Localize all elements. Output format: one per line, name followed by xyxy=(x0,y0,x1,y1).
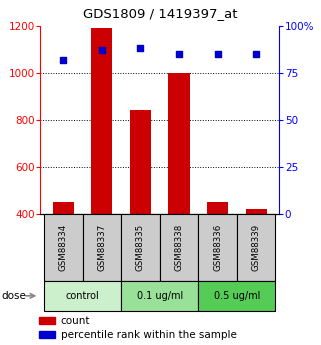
Point xyxy=(99,48,104,53)
Text: GSM88339: GSM88339 xyxy=(252,224,261,271)
Bar xyxy=(44,281,121,310)
Bar xyxy=(198,281,275,310)
Point xyxy=(254,51,259,57)
Text: GSM88334: GSM88334 xyxy=(59,224,68,271)
Bar xyxy=(91,28,112,214)
Bar xyxy=(160,214,198,281)
Text: dose: dose xyxy=(2,291,26,301)
Bar xyxy=(39,317,55,324)
Bar xyxy=(121,281,198,310)
Text: GSM88335: GSM88335 xyxy=(136,224,145,271)
Point xyxy=(177,51,182,57)
Bar xyxy=(44,214,82,281)
Text: control: control xyxy=(66,291,100,301)
Text: 0.1 ug/ml: 0.1 ug/ml xyxy=(136,291,183,301)
Bar xyxy=(82,214,121,281)
Text: GSM88338: GSM88338 xyxy=(175,224,184,271)
Bar xyxy=(246,209,267,214)
Bar xyxy=(207,202,228,214)
Text: 0.5 ug/ml: 0.5 ug/ml xyxy=(214,291,260,301)
Point xyxy=(138,46,143,51)
Point xyxy=(61,57,66,62)
Text: GSM88337: GSM88337 xyxy=(97,224,106,271)
Bar xyxy=(198,214,237,281)
Bar xyxy=(169,73,190,214)
Text: percentile rank within the sample: percentile rank within the sample xyxy=(61,330,237,340)
Bar xyxy=(121,214,160,281)
Point xyxy=(215,51,220,57)
Text: GDS1809 / 1419397_at: GDS1809 / 1419397_at xyxy=(83,7,238,20)
Text: GSM88336: GSM88336 xyxy=(213,224,222,271)
Bar xyxy=(130,110,151,214)
Bar xyxy=(53,202,74,214)
Bar xyxy=(237,214,275,281)
Text: count: count xyxy=(61,316,90,326)
Bar xyxy=(39,331,55,338)
